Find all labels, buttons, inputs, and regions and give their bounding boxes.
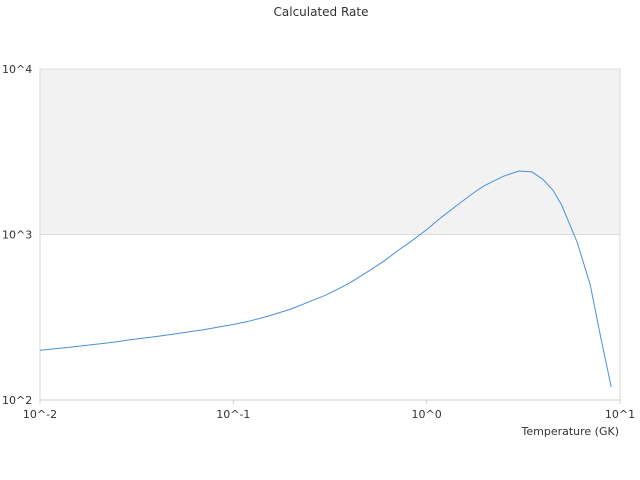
plot-area <box>39 68 621 401</box>
x-tick-label: 10^1 <box>605 408 635 421</box>
chart-title: Calculated Rate <box>274 5 369 19</box>
x-tick-label: 10^0 <box>412 408 442 421</box>
y-tick-label: 10^3 <box>2 229 32 242</box>
series-line <box>39 170 612 388</box>
x-tick-label: 10^-1 <box>216 408 250 421</box>
y-tick-label: 10^2 <box>2 394 32 407</box>
x-tick-label: 10^-2 <box>23 408 57 421</box>
y-axis-ticks: 10^2 10^3 10^4 <box>2 63 32 407</box>
x-axis-ticks: 10^-2 10^-1 10^0 10^1 <box>23 400 635 421</box>
x-axis-label: Temperature (GK) <box>521 425 620 438</box>
shaded-band <box>40 69 620 235</box>
y-tick-label: 10^4 <box>2 63 32 76</box>
